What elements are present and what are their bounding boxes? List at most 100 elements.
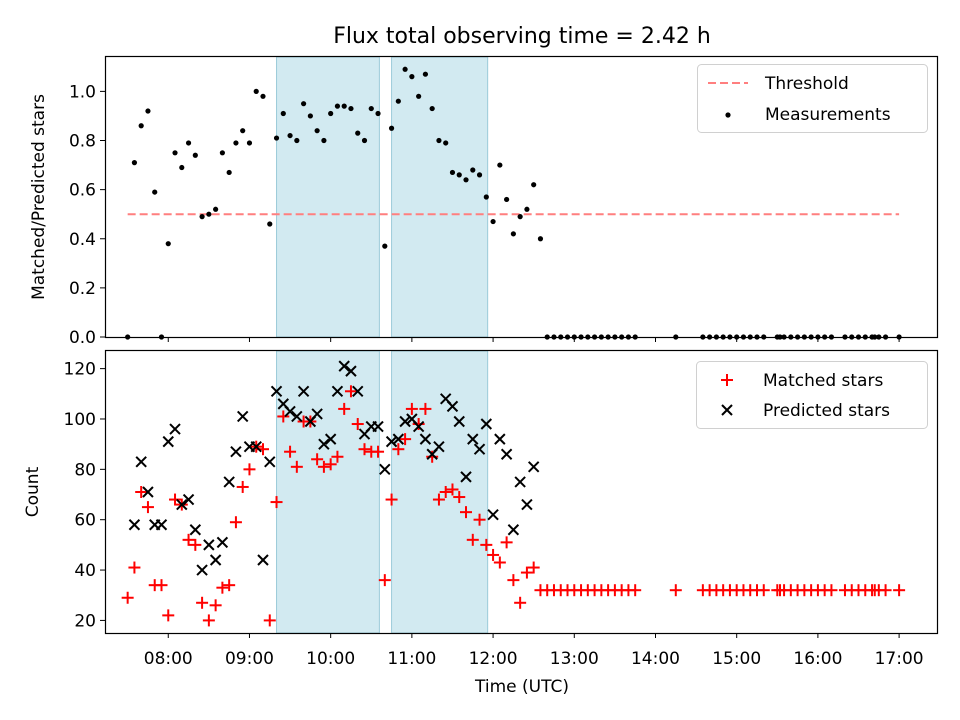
predicted-star-point	[318, 438, 330, 450]
matched-star-point	[399, 433, 412, 446]
matched-star-point	[121, 591, 134, 604]
predicted-star-stroke	[162, 435, 174, 448]
measurement-point	[395, 98, 401, 104]
measurement-point	[138, 123, 144, 129]
x-tick-label: 11:00	[387, 649, 436, 669]
measurement-point	[456, 172, 462, 178]
matched-star-point	[209, 599, 222, 612]
measurement-point	[192, 152, 198, 158]
predicted-star-point	[399, 415, 411, 428]
bottom-y-tick-label: 80	[74, 460, 96, 480]
predicted-star-point	[379, 463, 391, 476]
x-tick-label: 17:00	[875, 649, 924, 669]
matched-star-point	[432, 493, 445, 506]
matched-star-point	[141, 501, 154, 514]
bottom-highlight-spans	[276, 350, 489, 634]
matched-star-point	[372, 445, 385, 458]
predicted-star-stroke	[406, 413, 418, 425]
bottom-legend-box	[696, 361, 928, 429]
predicted-star-point	[473, 443, 486, 455]
predicted-star-stroke	[297, 385, 310, 397]
predicted-star-point	[385, 435, 398, 448]
predicted-star-stroke	[392, 433, 405, 445]
matched-star-point	[290, 460, 303, 473]
predicted-star-point	[460, 471, 472, 483]
top-plot-frame	[104, 55, 939, 339]
predicted-star-stroke	[196, 564, 208, 576]
matched-star-point	[317, 460, 330, 473]
predicted-star-stroke	[507, 524, 520, 536]
measurement-point	[517, 214, 523, 220]
predicted-star-stroke	[189, 524, 202, 536]
predicted-star-point	[467, 433, 479, 445]
bottom-panel: 20 40 60 80 100 120 08:00 09:00 10:00 11:00 12:00…	[23, 349, 939, 697]
measurement-point	[429, 105, 435, 112]
predicted-star-point	[142, 486, 154, 498]
matched-star-point	[757, 584, 770, 597]
predicted-star-point	[284, 405, 296, 418]
matched-star-point	[487, 548, 500, 561]
predicted-star-point	[453, 415, 465, 428]
matched-star-point	[378, 574, 391, 587]
measurement-point	[172, 150, 178, 156]
matched-star-point	[669, 584, 682, 597]
measurement-point	[219, 150, 225, 156]
figure-title: Flux total observing time = 2.42 h	[333, 24, 711, 49]
measurement-point	[361, 137, 368, 144]
matched-star-point	[216, 581, 229, 594]
measurement-point	[152, 189, 158, 195]
predicted-star-point	[412, 420, 425, 433]
measurement-point	[388, 125, 395, 131]
matched-star-point	[358, 443, 371, 456]
predicted-star-stroke	[135, 456, 147, 468]
predicted-star-stroke	[284, 405, 296, 418]
predicted-star-stroke	[494, 433, 506, 445]
measurement-point	[165, 241, 171, 247]
x-tick-label: 15:00	[712, 649, 761, 669]
top-panel: 0.0 0.2 0.4 0.6 0.8 1.0 Matched/Predicted sta…	[29, 55, 939, 348]
top-y-tick-label: 0.2	[69, 279, 96, 299]
predicted-star-stroke	[500, 448, 513, 460]
top-y-ticks: 0.0 0.2 0.4 0.6 0.8 1.0	[69, 82, 106, 348]
predicted-star-point	[270, 385, 283, 397]
bottom-highlight-span	[276, 350, 380, 634]
bottom-y-axis-label: Count	[23, 466, 43, 517]
matched-star-point	[162, 609, 175, 622]
matched-star-point	[419, 402, 432, 415]
matched-star-point	[263, 614, 276, 627]
predicted-star-point	[196, 564, 208, 576]
predicted-star-point	[372, 420, 384, 433]
bottom-y-tick-label: 100	[64, 410, 96, 430]
predicted-star-stroke	[412, 420, 425, 433]
matched-star-point	[480, 538, 493, 551]
predicted-star-stroke	[277, 398, 290, 410]
legend-predicted-label: Predicted stars	[763, 401, 890, 421]
top-highlight-spans	[276, 56, 489, 338]
top-highlight-span	[391, 56, 489, 338]
measurement-point	[179, 164, 185, 171]
bottom-plot-frame	[104, 349, 939, 635]
predicted-star-stroke	[223, 476, 235, 488]
measurement-point	[443, 140, 449, 146]
measurement-point	[246, 140, 253, 146]
measurement-point	[328, 110, 334, 117]
matched-star-point	[493, 556, 506, 569]
predicted-star-stroke	[440, 393, 452, 405]
matched-star-point	[169, 493, 182, 506]
predicted-star-stroke	[264, 456, 276, 468]
matched-star-point	[629, 584, 642, 597]
measurement-point	[199, 214, 205, 220]
matched-star-point	[311, 453, 324, 466]
matched-star-point	[277, 410, 290, 423]
measurement-point	[490, 218, 496, 225]
matched-star-point	[412, 418, 425, 431]
top-legend-box	[697, 64, 928, 133]
matched-star-point	[473, 513, 486, 526]
matched-star-point	[243, 463, 256, 476]
predicted-star-point	[338, 360, 350, 372]
x-tick-label: 10:00	[306, 649, 355, 669]
predicted-star-point	[264, 456, 276, 468]
matched-star-point	[879, 584, 892, 597]
matched-star-point	[392, 443, 405, 456]
top-y-tick-label: 1.0	[69, 82, 96, 102]
